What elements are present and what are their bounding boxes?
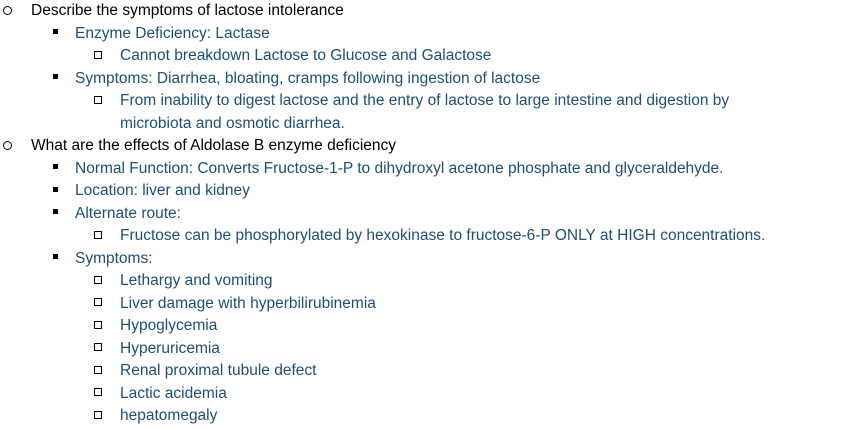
sub-list-item: Lethargy and vomiting xyxy=(0,270,868,293)
sub-list-item: Hypoglycemia xyxy=(0,315,868,338)
hollow-circle-bullet-icon xyxy=(2,0,12,23)
square-bullet-icon xyxy=(51,248,59,271)
sub-list-item: hepatomegaly xyxy=(0,405,868,428)
question-item: What are the effects of Aldolase B enzym… xyxy=(0,135,868,158)
list-item: Location: liver and kidney xyxy=(0,180,868,203)
sub-list-item-text: Hyperuricemia xyxy=(120,339,220,357)
list-item: Normal Function: Converts Fructose-1-P t… xyxy=(0,158,868,181)
sub-list-item-text: Lactic acidemia xyxy=(120,384,227,402)
hollow-circle-bullet-icon xyxy=(2,135,12,158)
square-bullet-icon xyxy=(51,23,59,46)
sub-list-item-text: Lethargy and vomiting xyxy=(120,272,273,289)
sub-list-item: Hyperuricemia xyxy=(0,338,868,361)
sub-list-item-text: Renal proximal tubule defect xyxy=(120,362,317,379)
sub-list-item: Cannot breakdown Lactose to Glucose and … xyxy=(0,45,868,68)
hollow-square-bullet-icon xyxy=(93,45,103,68)
sub-list-item: Fructose can be phosphorylated by hexoki… xyxy=(0,225,868,248)
list-item: Symptoms: xyxy=(0,248,868,271)
square-bullet-icon xyxy=(51,68,59,91)
question-text: Describe the symptoms of lactose intoler… xyxy=(31,2,344,19)
sub-list-item-text-continued: microbiota and osmotic diarrhea. xyxy=(120,114,345,132)
list-item-text: Enzyme Deficiency: Lactase xyxy=(75,24,270,42)
list-item: Enzyme Deficiency: Lactase xyxy=(0,23,868,46)
list-item: Symptoms: Diarrhea, bloating, cramps fol… xyxy=(0,68,868,91)
list-item-text: Alternate route: xyxy=(75,204,181,222)
sub-list-item: Lactic acidemia xyxy=(0,383,868,406)
hollow-square-bullet-icon xyxy=(93,383,103,406)
square-bullet-icon xyxy=(51,158,59,181)
list-item-text: Symptoms: Diarrhea, bloating, cramps fol… xyxy=(75,69,541,87)
hollow-square-bullet-icon xyxy=(93,405,103,428)
sub-list-item-text: Fructose can be phosphorylated by hexoki… xyxy=(120,227,766,244)
hollow-square-bullet-icon xyxy=(93,315,103,338)
question-text: What are the effects of Aldolase B enzym… xyxy=(31,137,397,154)
sub-list-item-text: Hypoglycemia xyxy=(120,317,218,334)
sub-list-item-text: From inability to digest lactose and the… xyxy=(120,92,730,109)
sub-list-item: From inability to digest lactose and the… xyxy=(0,90,868,113)
list-item-text: Normal Function: Converts Fructose-1-P t… xyxy=(75,159,724,177)
hollow-square-bullet-icon xyxy=(93,338,103,361)
hollow-square-bullet-icon xyxy=(93,360,103,383)
square-bullet-icon xyxy=(51,180,59,203)
hollow-square-bullet-icon xyxy=(93,225,103,248)
sub-list-item-text: hepatomegaly xyxy=(120,407,218,424)
sub-list-item: Renal proximal tubule defect xyxy=(0,360,868,383)
list-item: Alternate route: xyxy=(0,203,868,226)
list-item-text: Symptoms: xyxy=(75,249,153,267)
sub-list-item: Liver damage with hyperbilirubinemia xyxy=(0,293,868,316)
hollow-square-bullet-icon xyxy=(93,90,103,113)
sub-list-item-text: Cannot breakdown Lactose to Glucose and … xyxy=(120,47,492,64)
hollow-square-bullet-icon xyxy=(93,293,103,316)
sub-list-item-text: Liver damage with hyperbilirubinemia xyxy=(120,294,376,312)
list-item-text: Location: liver and kidney xyxy=(75,182,250,199)
hollow-square-bullet-icon xyxy=(93,270,103,293)
sub-list-item-continuation: microbiota and osmotic diarrhea. xyxy=(0,113,868,136)
square-bullet-icon xyxy=(51,203,59,226)
question-item: Describe the symptoms of lactose intoler… xyxy=(0,0,868,23)
